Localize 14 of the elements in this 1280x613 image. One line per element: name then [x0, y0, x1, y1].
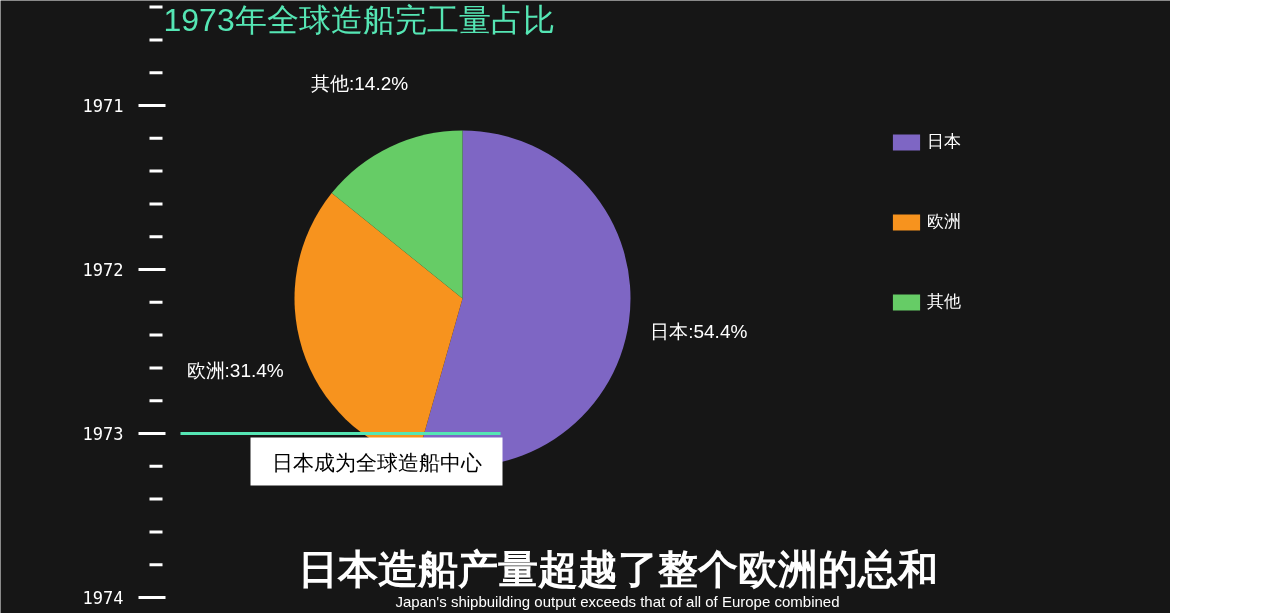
legend-label: 日本 [927, 131, 961, 153]
text: Japan's shipbuilding output exceeds that of all of Europe combined [395, 593, 840, 610]
text: 1971 [82, 96, 124, 116]
text: 日本成为全球造船中心 [271, 450, 482, 475]
text: 1973 [82, 424, 124, 444]
data-label: 日本:54.4% [650, 320, 748, 342]
legend-label: 其他 [927, 291, 961, 313]
text: 1972 [82, 260, 124, 280]
data-label: 其他:14.2% [311, 72, 409, 94]
data-label: 欧洲:31.4% [186, 360, 284, 382]
text: 日本造船产量超越了整个欧洲的总和 [297, 546, 938, 591]
chart-title: 1973年全球造船完工量占比 [163, 1, 555, 38]
text: 1974 [82, 588, 124, 608]
legend-label: 欧洲 [927, 211, 961, 233]
